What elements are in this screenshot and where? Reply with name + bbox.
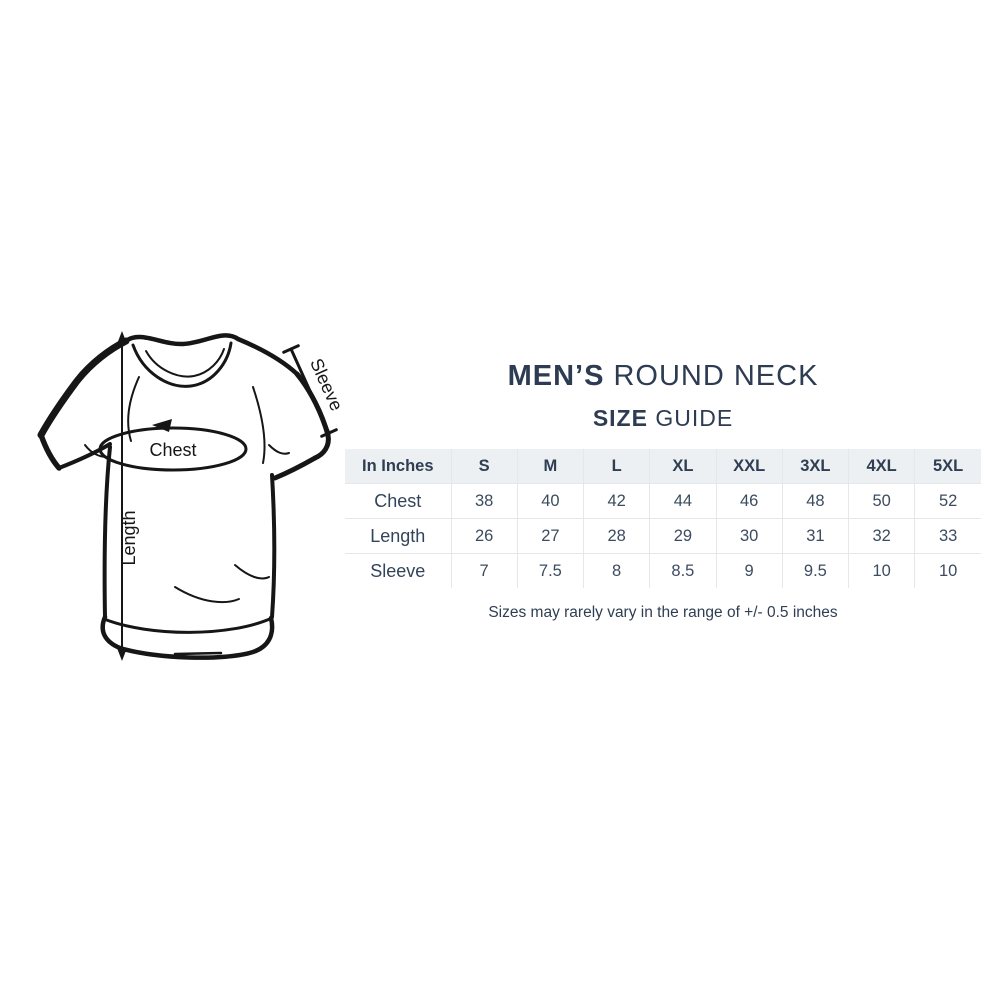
chest-value: 44 — [649, 483, 717, 519]
sleeve-value: 8 — [582, 553, 651, 589]
sleeve-measure-line — [289, 347, 331, 435]
col-header-5xl: 5XL — [914, 448, 982, 484]
title-light: ROUND NECK — [613, 360, 819, 392]
subtitle-light: GUIDE — [655, 405, 734, 431]
length-value: 28 — [582, 518, 651, 554]
table-row-sleeve: Sleeve 7 7.5 8 8.5 9 9.5 10 10 — [344, 553, 982, 589]
size-guide-panel: MEN’S ROUND NECK SIZE GUIDE In Inches S … — [344, 362, 982, 622]
chest-value: 48 — [781, 483, 850, 519]
sleeve-value: 10 — [914, 553, 982, 589]
page-subtitle: SIZE GUIDE — [345, 407, 981, 430]
length-value: 29 — [649, 518, 717, 554]
page-title: MEN’S ROUND NECK — [345, 362, 981, 391]
chest-value: 42 — [582, 483, 651, 519]
length-value: 30 — [715, 518, 783, 554]
sleeve-label: Sleeve — [306, 355, 345, 413]
sleeve-value: 10 — [847, 553, 916, 589]
tshirt-measurement-diagram: Chest Length Sleeve — [25, 324, 345, 676]
chest-value: 40 — [516, 483, 585, 519]
chest-measure-ellipse — [98, 426, 248, 472]
col-header-in-inches: In Inches — [344, 448, 452, 484]
table-row-length: Length 26 27 28 29 30 31 32 33 — [344, 518, 982, 554]
col-header-3xl: 3XL — [781, 448, 850, 484]
row-label-length: Length — [344, 518, 452, 554]
size-table: In Inches S M L XL XXL 3XL 4XL 5XL Chest… — [344, 448, 982, 589]
col-header-xxl: XXL — [715, 448, 783, 484]
chest-value: 46 — [715, 483, 783, 519]
size-variance-note: Sizes may rarely vary in the range of +/… — [488, 604, 838, 621]
length-value: 33 — [914, 518, 982, 554]
length-value: 31 — [781, 518, 850, 554]
chest-arrowhead — [152, 419, 172, 432]
row-label-chest: Chest — [344, 483, 452, 519]
subtitle-bold: SIZE — [592, 405, 648, 431]
col-header-4xl: 4XL — [847, 448, 916, 484]
table-row-chest: Chest 38 40 42 44 46 48 50 52 — [344, 483, 982, 519]
sleeve-value: 7.5 — [516, 553, 585, 589]
size-table-header-row: In Inches S M L XL XXL 3XL 4XL 5XL — [344, 448, 982, 484]
tshirt-line-art: Chest Length Sleeve — [37, 331, 345, 661]
col-header-s: S — [450, 448, 518, 484]
length-arrow-top — [117, 331, 127, 344]
length-value: 27 — [516, 518, 585, 554]
row-label-sleeve: Sleeve — [344, 553, 452, 589]
chest-value: 38 — [450, 483, 518, 519]
col-header-xl: XL — [649, 448, 717, 484]
sleeve-value: 7 — [450, 553, 518, 589]
length-value: 32 — [847, 518, 916, 554]
col-header-m: M — [516, 448, 585, 484]
length-value: 26 — [450, 518, 518, 554]
chest-value: 50 — [847, 483, 916, 519]
length-arrow-bottom — [117, 648, 127, 661]
sleeve-value: 8.5 — [649, 553, 717, 589]
chest-label: Chest — [149, 440, 196, 460]
sleeve-value: 9.5 — [781, 553, 850, 589]
length-label: Length — [119, 510, 139, 565]
title-bold: MEN’S — [507, 360, 605, 392]
sleeve-value: 9 — [715, 553, 783, 589]
chest-value: 52 — [914, 483, 982, 519]
col-header-l: L — [582, 448, 651, 484]
